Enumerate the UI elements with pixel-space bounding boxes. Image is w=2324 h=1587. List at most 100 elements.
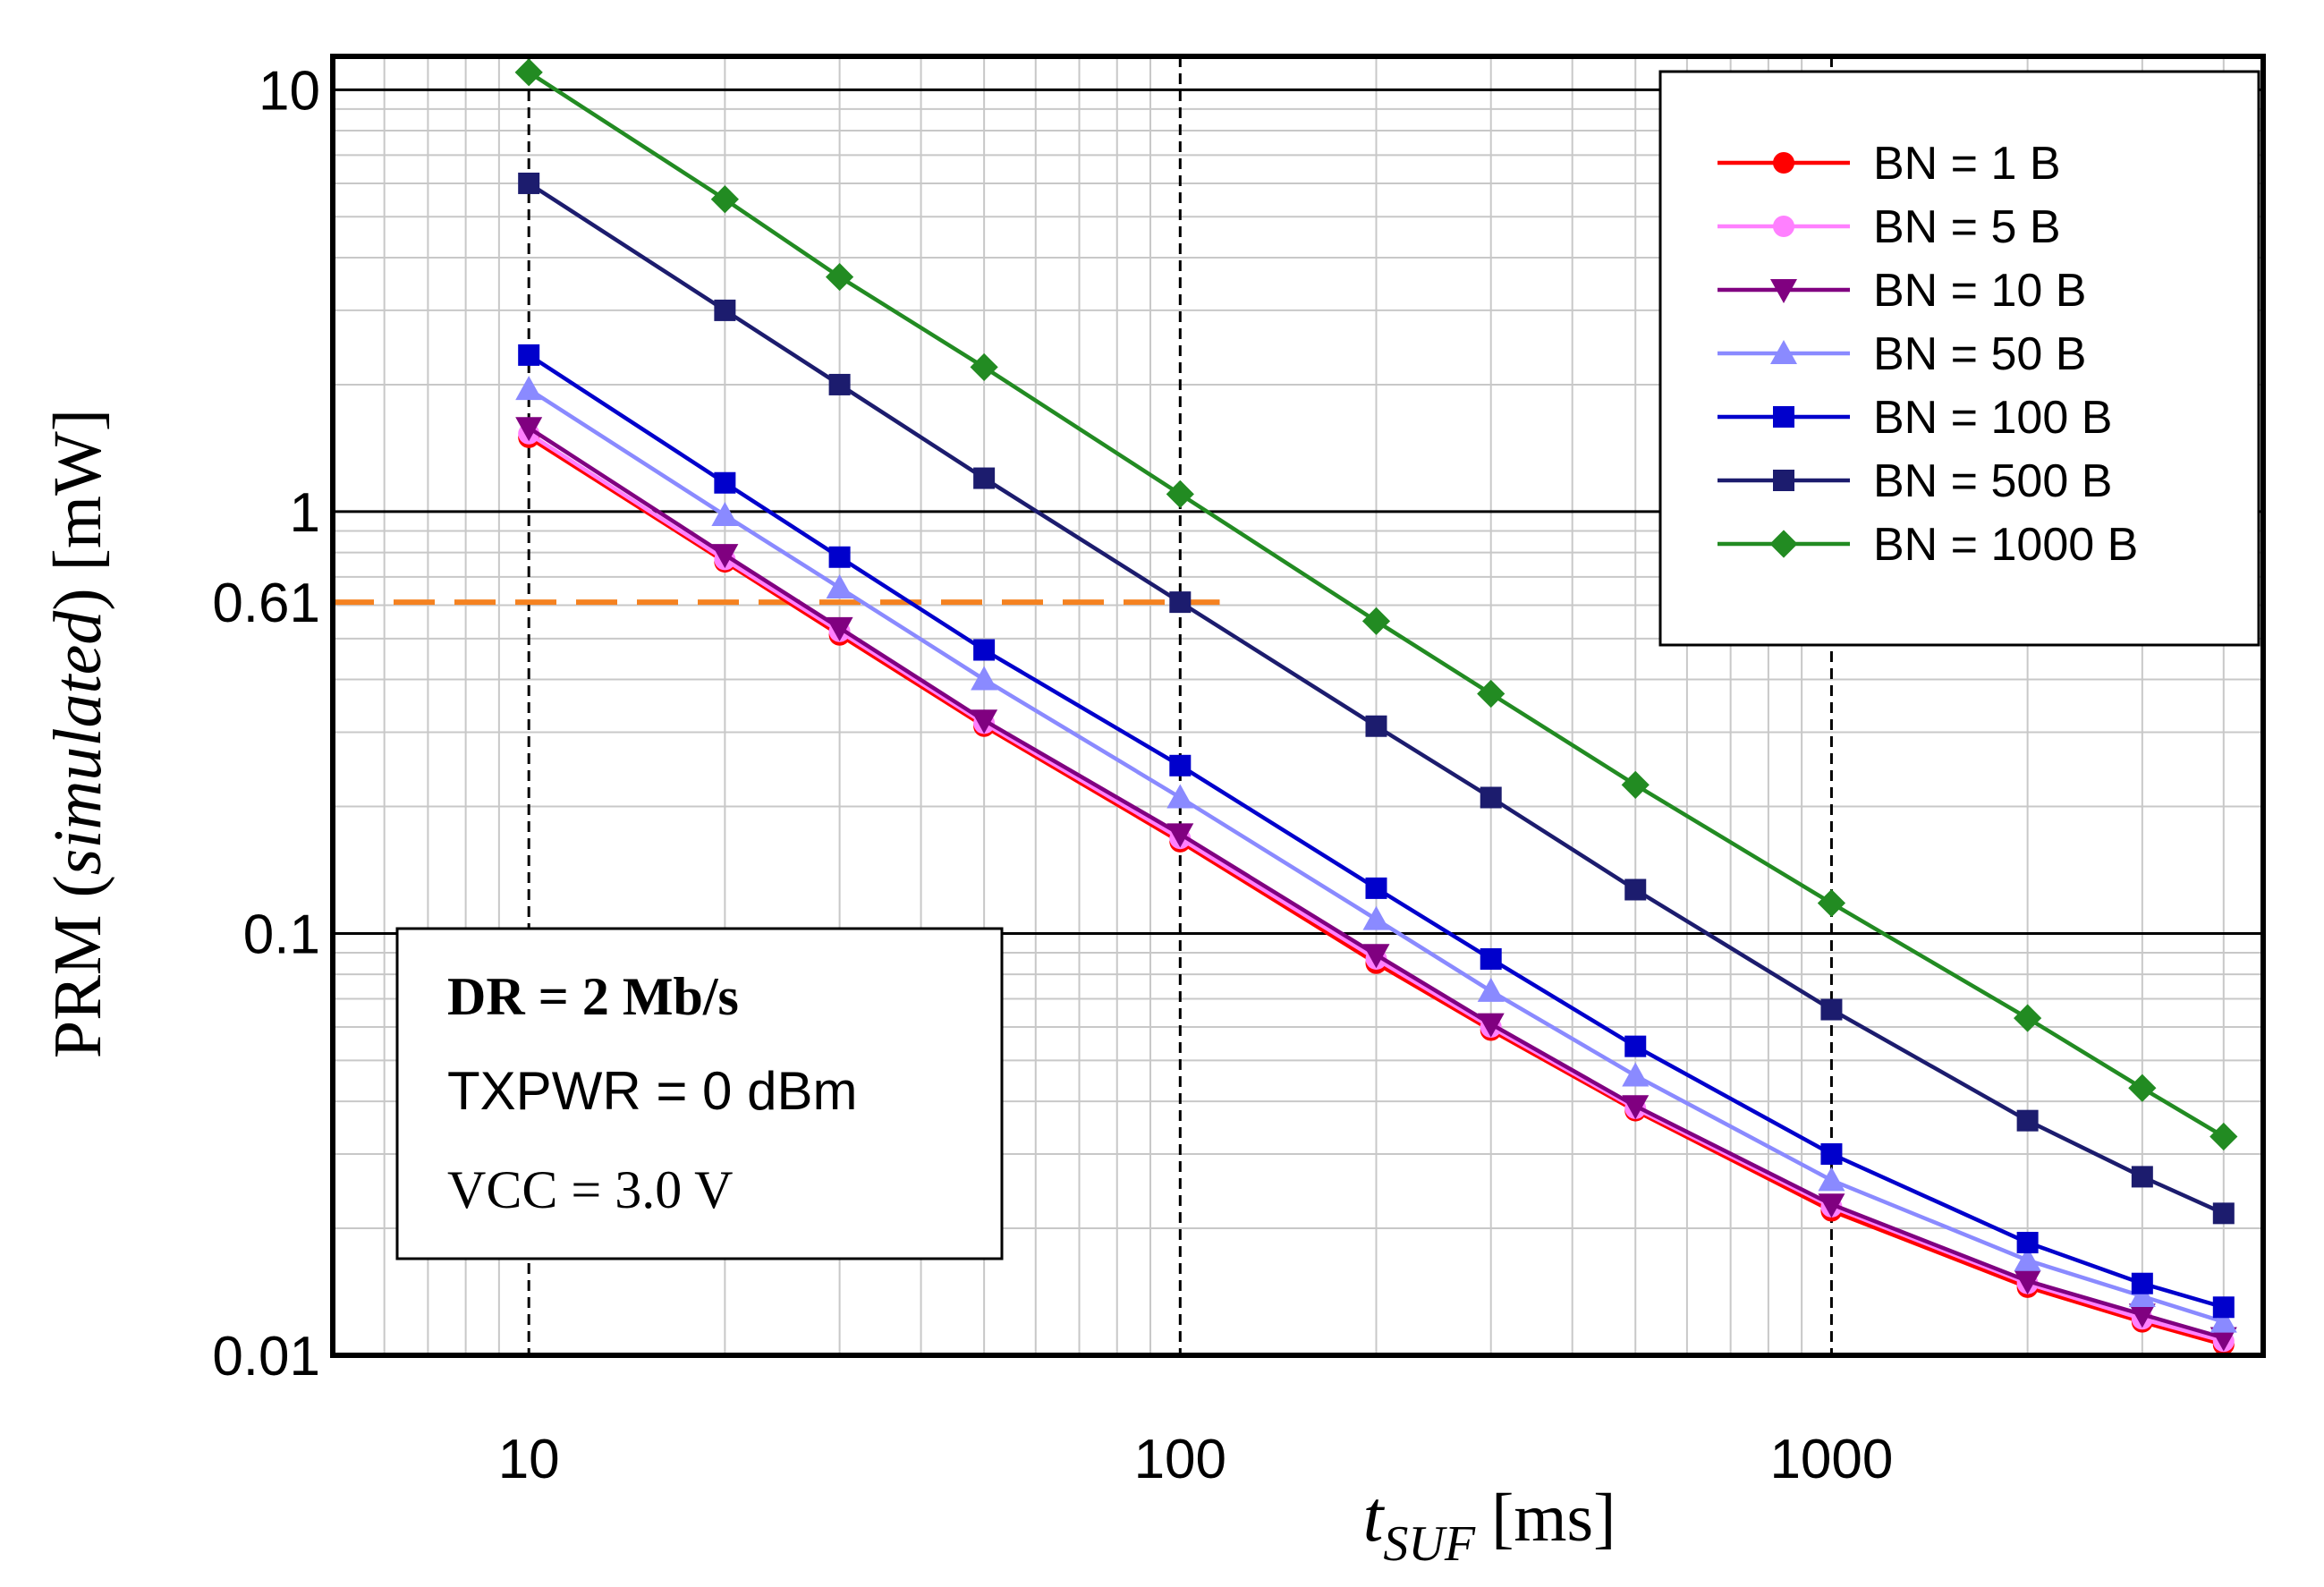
data-point-bn-1000-b (1817, 888, 1846, 918)
data-point-bn-50-b (1818, 1167, 1845, 1192)
data-point-bn-100-b (1624, 1035, 1647, 1057)
y-axis-label-suffix: ) [mW] (40, 409, 115, 611)
y-axis-label: PRM (simulated) [mW] (40, 409, 115, 1058)
series-line-bn-1-b (527, 435, 2225, 1347)
data-point-bn-50-b (971, 666, 998, 691)
y-tick-label: 0.01 (212, 1326, 320, 1388)
data-point-bn-500-b (973, 467, 996, 489)
annotation-box: DR = 2 Mb/s TXPWR = 0 dBm VCC = 3.0 V (395, 927, 1004, 1260)
data-point-bn-10-b (971, 709, 998, 734)
data-point-bn-10-b (2014, 1269, 2041, 1294)
legend-label: BN = 500 B (1873, 455, 2112, 507)
x-axis-symbol: t (1363, 1475, 1386, 1557)
x-axis-subscript: SUF (1383, 1516, 1475, 1572)
data-point-bn-500-b (2131, 1166, 2153, 1188)
data-point-bn-10-b (1477, 1013, 1505, 1038)
data-point-bn-500-b (1169, 591, 1192, 614)
series-bn-50-b (515, 376, 2237, 1333)
data-point-bn-500-b (1365, 715, 1387, 737)
data-point-bn-50-b (1622, 1062, 1650, 1087)
series-line-bn-500-b (527, 182, 2225, 1216)
data-point-bn-500-b (518, 172, 540, 194)
data-point-bn-500-b (2212, 1202, 2235, 1225)
y-tick-label: 0.1 (243, 904, 320, 965)
data-point-bn-100-b (1365, 877, 1387, 899)
data-point-bn-50-b (826, 573, 853, 598)
data-point-bn-500-b (2016, 1109, 2039, 1132)
data-point-bn-10-b (1622, 1095, 1650, 1120)
legend-marker-2 (1770, 279, 1797, 303)
data-point-bn-100-b (1820, 1143, 1843, 1166)
series-line-bn-5-b (527, 431, 2225, 1344)
legend-marker-6 (1769, 530, 1798, 558)
legend: BN = 1 B BN = 5 B BN = 10 B BN = 50 B BN = 1… (1658, 70, 2260, 647)
series-bn-1000-b (514, 58, 2238, 1151)
data-point-bn-10-b (826, 616, 853, 641)
data-point-bn-100-b (518, 344, 540, 366)
data-point-bn-50-b (1477, 977, 1505, 1002)
legend-label: BN = 50 B (1873, 328, 2086, 380)
legend-label: BN = 1000 B (1873, 519, 2138, 571)
legend-marker-1 (1773, 216, 1794, 237)
data-point-bn-500-b (714, 299, 736, 321)
data-point-bn-100-b (2131, 1272, 2153, 1294)
legend-label: BN = 100 B (1873, 392, 2112, 444)
x-tick-labels: 10 100 1000 (498, 1429, 1894, 1490)
legend-marker-3 (1770, 340, 1797, 364)
series-bn-100-b (518, 344, 2235, 1319)
data-point-bn-10-b (1362, 944, 1390, 969)
data-point-bn-1000-b (710, 185, 739, 214)
data-point-bn-1000-b (1361, 607, 1391, 635)
data-point-bn-1000-b (825, 262, 854, 292)
series-line-bn-1000-b (527, 70, 2225, 1139)
data-point-bn-10-b (1166, 823, 1194, 848)
data-point-bn-500-b (1624, 878, 1647, 901)
data-point-bn-1000-b (970, 352, 998, 382)
series-bn-500-b (518, 172, 2235, 1225)
data-point-bn-1000-b (1621, 770, 1650, 799)
data-point-bn-100-b (1169, 754, 1192, 777)
legend-label: BN = 5 B (1873, 201, 2061, 253)
data-point-bn-10-b (2209, 1327, 2237, 1352)
data-point-bn-10-b (1818, 1193, 1845, 1218)
data-point-bn-50-b (2128, 1283, 2156, 1308)
legend-marker-4 (1773, 406, 1794, 428)
data-point-bn-1000-b (2014, 1004, 2042, 1032)
data-point-bn-10-b (515, 417, 543, 442)
data-point-bn-50-b (1166, 784, 1194, 809)
annotation-title: DR = 2 Mb/s (447, 967, 739, 1026)
data-point-bn-100-b (973, 639, 996, 661)
y-axis-label-prefix: PRM ( (40, 875, 115, 1058)
data-point-bn-100-b (2212, 1296, 2235, 1319)
legend-label: BN = 1 B (1873, 138, 2061, 190)
data-point-bn-100-b (828, 546, 851, 568)
x-tick-label: 100 (1134, 1429, 1226, 1490)
data-point-bn-1000-b (1477, 679, 1506, 709)
data-point-bn-500-b (828, 373, 851, 395)
y-axis-label-italic: simulated (40, 610, 115, 876)
annotation-frame (395, 927, 1004, 1260)
series-line-bn-10-b (527, 426, 2225, 1340)
series-line-bn-50-b (527, 387, 2225, 1324)
series-layer (514, 58, 2238, 1356)
legend-marker-5 (1773, 470, 1794, 491)
data-point-bn-50-b (711, 502, 739, 527)
legend-box (1658, 70, 2260, 647)
data-point-bn-100-b (1480, 947, 1502, 970)
data-point-bn-100-b (2016, 1232, 2039, 1254)
data-point-bn-50-b (2209, 1308, 2237, 1333)
legend-marker-0 (1773, 152, 1794, 174)
data-point-bn-10-b (2128, 1303, 2156, 1328)
data-point-bn-1000-b (514, 58, 543, 87)
x-tick-label: 10 (498, 1429, 560, 1490)
series-bn-10-b (515, 417, 2237, 1352)
annotation-line-1: TXPWR = 0 dBm (447, 1061, 857, 1121)
data-point-bn-500-b (1480, 786, 1502, 809)
series-line-bn-100-b (527, 353, 2225, 1310)
x-tick-label: 1000 (1769, 1429, 1893, 1490)
reference-line-label: 0.61 (212, 573, 320, 634)
data-point-bn-50-b (2014, 1246, 2041, 1271)
legend-label: BN = 10 B (1873, 265, 2086, 317)
annotation-line-2: VCC = 3.0 V (447, 1160, 733, 1219)
data-point-bn-50-b (1362, 905, 1390, 930)
